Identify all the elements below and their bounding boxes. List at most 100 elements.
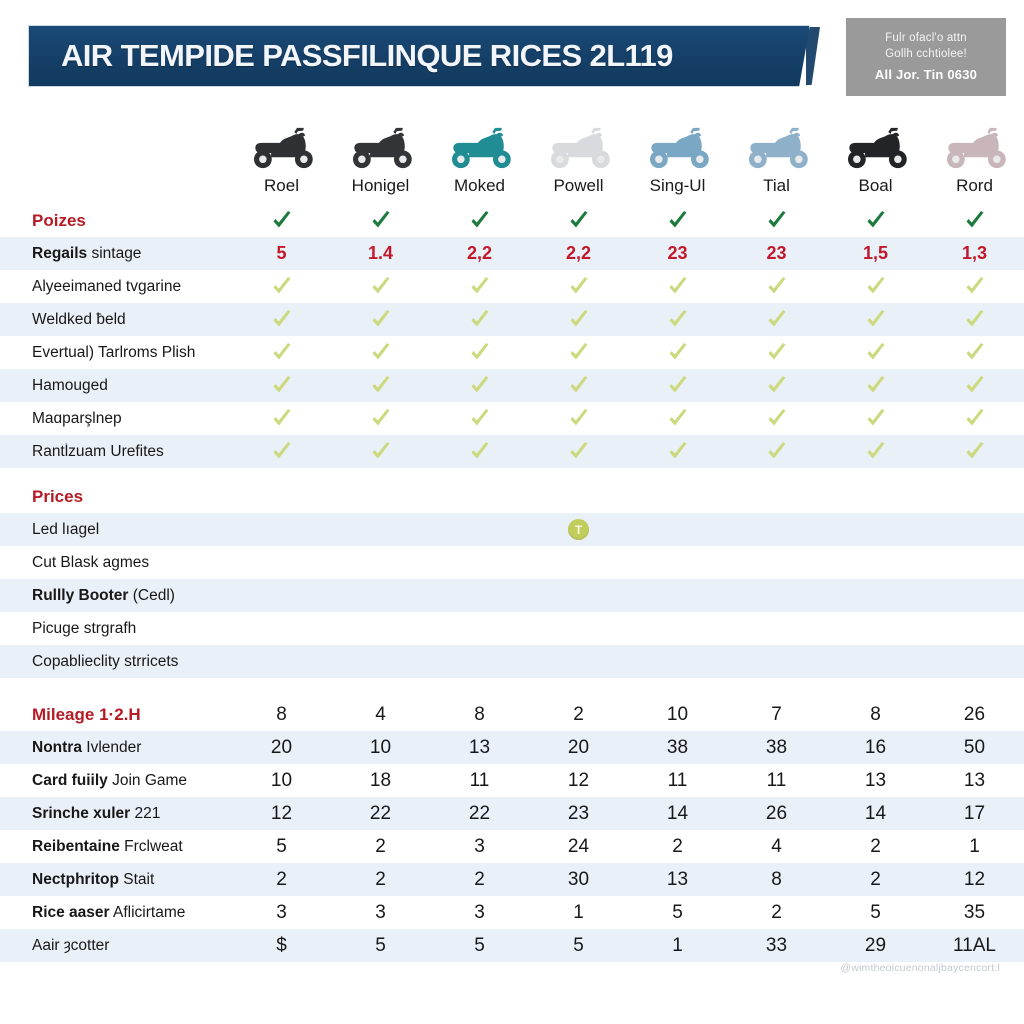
row-cells: [232, 579, 1024, 612]
table-cell: [529, 546, 628, 579]
check-icon: [372, 309, 389, 326]
row-label: Weldked ƀeld: [32, 310, 126, 328]
table-cell: [331, 336, 430, 369]
table-cell: 10: [270, 769, 293, 791]
table-cell: [826, 480, 925, 513]
table-cell: [628, 369, 727, 402]
table-cell: 1,3: [961, 243, 988, 263]
table-cell: [529, 270, 628, 303]
table-row: Led lıagel T: [0, 513, 1024, 546]
table-row: Alyeeimaned tvgarine: [0, 270, 1024, 303]
table-row: Cut Blask agmes: [0, 546, 1024, 579]
table-cell: [529, 402, 628, 435]
scooter-icon: [352, 127, 412, 169]
table-cell: [331, 402, 430, 435]
column-header-boal[interactable]: Boal: [826, 112, 925, 196]
table-cell: 8: [474, 703, 485, 725]
table-cell: [727, 270, 826, 303]
label-column-spacer: [0, 112, 232, 196]
column-header-tial[interactable]: Tial: [727, 112, 826, 196]
row-label: Led lıagel: [32, 520, 100, 538]
table-cell: 2,2: [466, 243, 493, 263]
table-cell: [925, 546, 1024, 579]
table-cell: [826, 546, 925, 579]
table-cell: [925, 480, 1024, 513]
check-icon: [768, 342, 785, 359]
table-cell: [529, 435, 628, 468]
column-header-rord[interactable]: Rord: [925, 112, 1024, 196]
table-cell: [628, 612, 727, 645]
table-cell: [628, 645, 727, 678]
row-cells: [232, 480, 1024, 513]
table-row: Rantĺzuam Urefites: [0, 435, 1024, 468]
row-label: Aair ȝcotter: [32, 936, 110, 954]
check-icon: [372, 342, 389, 359]
table-cell: [331, 369, 430, 402]
table-cell: 29: [864, 934, 887, 956]
table-cell: $: [276, 934, 287, 956]
table-cell: [925, 435, 1024, 468]
table-cell: 23: [766, 243, 787, 263]
table-cell: 1.4: [367, 243, 394, 263]
check-icon: [867, 309, 884, 326]
column-header-moked[interactable]: Moked: [430, 112, 529, 196]
check-icon: [966, 309, 983, 326]
column-header-powell[interactable]: Powell: [529, 112, 628, 196]
table-cell: 8: [870, 703, 881, 725]
table-cell: 4: [375, 703, 386, 725]
row-label: Rice aaser Aflicirtame: [32, 903, 186, 921]
table-cell: [727, 612, 826, 645]
scooter-icon: [253, 127, 313, 169]
table-cell: 13: [864, 769, 887, 791]
table-cell: 8: [276, 703, 287, 725]
check-icon: [372, 441, 389, 458]
row-cells: T: [232, 513, 1024, 546]
row-cells: [232, 645, 1024, 678]
table-cell: 2: [375, 835, 386, 857]
column-header-sing-ul[interactable]: Sing-Ul: [628, 112, 727, 196]
check-icon: [768, 276, 785, 293]
check-icon: [966, 342, 983, 359]
row-cells: [232, 204, 1024, 237]
table-cell: 23: [667, 243, 688, 263]
table-row: Nontra Ivlender 20 10 13 20 38 38 16 50: [0, 731, 1024, 764]
check-icon: [867, 441, 884, 458]
table-cell: [430, 480, 529, 513]
table-cell: 14: [666, 802, 689, 824]
table-cell: 14: [864, 802, 887, 824]
table-cell: [628, 402, 727, 435]
table-cell: [628, 204, 727, 237]
table-cell: 2: [573, 703, 584, 725]
status-dot-badge[interactable]: T: [568, 519, 589, 540]
table-cell: [628, 513, 727, 546]
column-header-honigel[interactable]: Honigel: [331, 112, 430, 196]
check-icon: [471, 309, 488, 326]
check-icon: [273, 309, 290, 326]
table-cell: 2: [870, 868, 881, 890]
table-cell: [925, 612, 1024, 645]
table-cell: [430, 513, 529, 546]
table-cell: 11: [667, 769, 688, 791]
check-icon: [570, 375, 587, 392]
table-row: Rullly Booter (Cedl): [0, 579, 1024, 612]
check-icon: [372, 408, 389, 425]
column-header-roel[interactable]: Roel: [232, 112, 331, 196]
table-cell: 1: [969, 835, 980, 857]
table-cell: 5: [276, 835, 287, 857]
column-label: Roel: [264, 176, 299, 195]
table-cell: [529, 369, 628, 402]
table-cell: [925, 204, 1024, 237]
row-label: Prices: [32, 486, 84, 506]
table-cell: 1: [672, 934, 683, 956]
table-cell: [826, 270, 925, 303]
table-cell: 23: [567, 802, 590, 824]
table-cell: [232, 480, 331, 513]
table-cell: [826, 369, 925, 402]
table-cell: [925, 513, 1024, 546]
table-cell: 12: [963, 868, 986, 890]
table-cell: [628, 303, 727, 336]
row-label: Nectphritop Stait: [32, 870, 155, 888]
row-label: Srinche xuler 221: [32, 804, 161, 822]
row-cells: [232, 612, 1024, 645]
